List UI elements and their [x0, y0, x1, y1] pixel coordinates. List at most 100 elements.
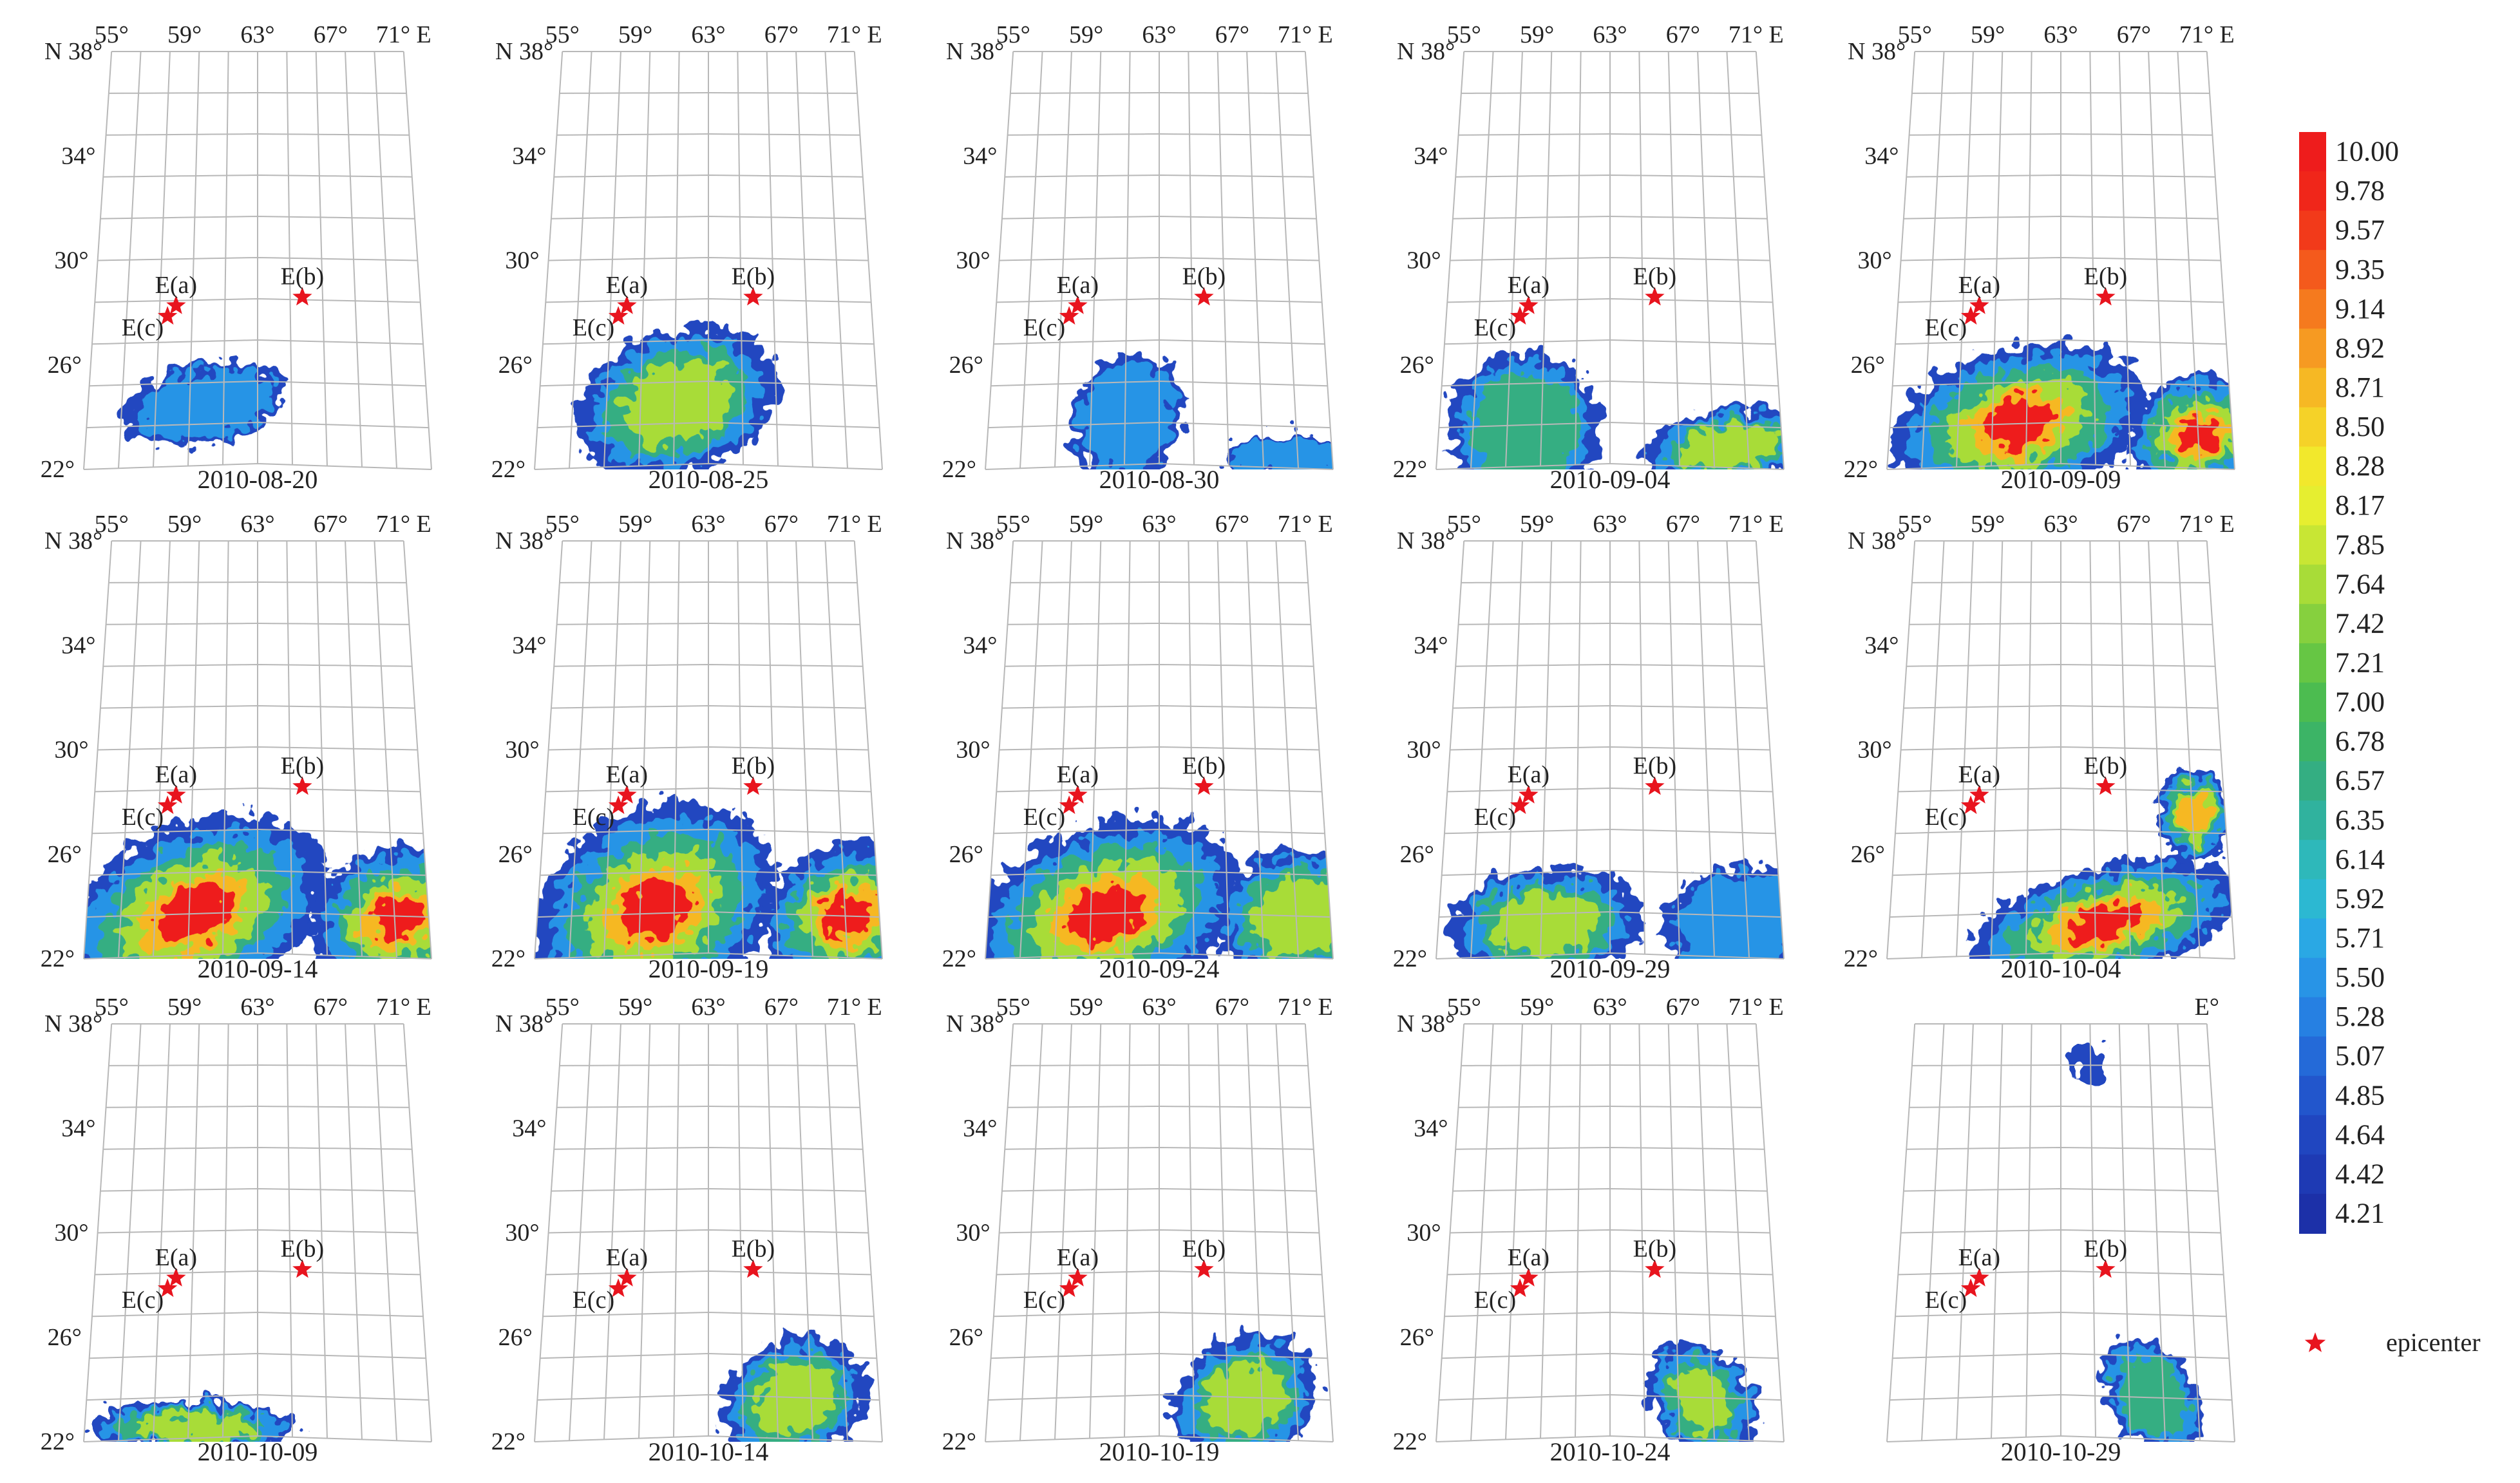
- epicenter-star-icon: [1510, 795, 1530, 815]
- epicenter-label: E(a): [1057, 272, 1099, 299]
- epicenter-star-icon: [157, 795, 178, 815]
- longitude-tick-label: 63°: [240, 994, 274, 1021]
- latitude-tick-label: 30°: [956, 1220, 990, 1247]
- colorbar-swatch: [2299, 250, 2326, 290]
- longitude-tick-label: 59°: [1971, 511, 2005, 538]
- longitude-tick-label: 71° E: [1729, 511, 1784, 538]
- epicenter-star-icon: [157, 306, 178, 325]
- epicenter-label: E(c): [1023, 1287, 1065, 1314]
- colorbar-tick-label: 8.92: [2335, 332, 2385, 364]
- map-panel: 55° 59° 63° 67° 71° E N 38° 34° 30° 26° 22° E(a) E(…: [491, 21, 883, 494]
- longitude-tick-label: 71° E: [1278, 21, 1333, 48]
- latitude-tick-label: 22°: [942, 456, 976, 483]
- longitude-tick-label: 67°: [314, 511, 348, 538]
- epicenter-label: E(a): [1057, 761, 1099, 788]
- longitude-tick-label: 71° E: [1278, 994, 1333, 1021]
- epicenter-legend-star-icon: [2304, 1332, 2326, 1352]
- latitude-tick-label: N 38°: [1397, 527, 1455, 554]
- longitude-tick-label: 71° E: [376, 21, 431, 48]
- colorbar-swatch: [2299, 800, 2326, 841]
- epicenter-star-icon: [166, 784, 186, 804]
- colorbar-swatch: [2299, 958, 2326, 998]
- epicenter-label: E(c): [1925, 314, 1967, 341]
- latitude-tick-label: 22°: [41, 945, 75, 972]
- colorbar-tick-label: 6.78: [2335, 726, 2385, 757]
- colorbar-tick-label: 4.85: [2335, 1079, 2385, 1111]
- latitude-tick-label: 30°: [956, 247, 990, 274]
- longitude-tick-label: 59°: [167, 511, 202, 538]
- latitude-tick-label: N 38°: [946, 1010, 1004, 1037]
- colorbar-swatch: [2299, 486, 2326, 526]
- latitude-tick-label: 34°: [963, 632, 997, 659]
- epicenter-star-icon: [292, 287, 312, 306]
- anomaly-layer: [1966, 768, 2235, 959]
- epicenter-star-icon: [292, 776, 312, 795]
- longitude-tick-label: 63°: [240, 511, 274, 538]
- epicenter-label: E(a): [606, 761, 648, 788]
- latitude-tick-label: 34°: [1864, 632, 1899, 659]
- epicenter-star-icon: [743, 1259, 763, 1278]
- longitude-tick-label: 63°: [1142, 511, 1176, 538]
- panel-date-label: 2010-10-14: [649, 1437, 769, 1466]
- anomaly-layer: [1890, 341, 2235, 469]
- map-panel: 55° 59° 63° 67° 71° E N 38° 34° 30° 26° 22° E(a) E(…: [1393, 511, 1785, 983]
- longitude-tick-label: 71° E: [1278, 511, 1333, 538]
- epicenter-label: E(a): [1508, 761, 1549, 788]
- latitude-tick-label: 34°: [963, 142, 997, 169]
- longitude-tick-label: 71° E: [2179, 511, 2235, 538]
- colorbar-tick-label: 4.64: [2335, 1119, 2385, 1150]
- epicenter-label: E(c): [1023, 804, 1065, 831]
- longitude-tick-label: 71° E: [1729, 21, 1784, 48]
- anomaly-layer: [1648, 1341, 1756, 1442]
- longitude-tick-label: 63°: [1142, 994, 1176, 1021]
- map-panel: 55° 59° 63° 67° 71° E N 38° 34° 30° 26° 22° E(a) E(…: [1844, 21, 2235, 494]
- colorbar-swatch: [2299, 1154, 2326, 1195]
- longitude-tick-label: 59°: [618, 994, 652, 1021]
- longitude-tick-label: 67°: [764, 511, 799, 538]
- epicenter-star-icon: [1960, 306, 1981, 325]
- colorbar-tick-label: 9.14: [2335, 293, 2385, 325]
- colorbar-swatch: [2299, 1036, 2326, 1077]
- latitude-tick-label: 30°: [1407, 1220, 1441, 1247]
- epicenter-star-icon: [1960, 795, 1981, 815]
- longitude-tick-label: 67°: [1666, 994, 1700, 1021]
- epicenter-star-icon: [157, 1278, 178, 1298]
- longitude-tick-label: 67°: [764, 994, 799, 1021]
- epicenter-star-icon: [1068, 1267, 1088, 1287]
- epicenter-label: E(c): [1925, 1287, 1967, 1314]
- colorbar-swatch: [2299, 918, 2326, 959]
- epicenter-label: E(a): [606, 272, 648, 299]
- longitude-tick-label: 67°: [314, 21, 348, 48]
- latitude-tick-label: 30°: [54, 737, 88, 764]
- longitude-tick-label: 71° E: [1729, 994, 1784, 1021]
- epicenter-label: E(a): [155, 272, 197, 299]
- colorbar-tick-label: 9.57: [2335, 214, 2385, 246]
- latitude-tick-label: 30°: [1407, 737, 1441, 764]
- anomaly-blob: [1648, 1341, 1756, 1442]
- anomaly-blob: [1663, 866, 1784, 959]
- graticule: [534, 1023, 883, 1442]
- colorbar-tick-label: 5.50: [2335, 961, 2385, 993]
- longitude-tick-label: 63°: [1142, 21, 1176, 48]
- epicenter-star-icon: [1645, 776, 1665, 795]
- epicenter-label: E(b): [1633, 263, 1677, 290]
- colorbar-swatch: [2299, 840, 2326, 880]
- epicenter-label: E(b): [2084, 752, 2128, 779]
- longitude-tick-label: 67°: [2117, 511, 2151, 538]
- map-panel: 55° 59° 63° 67° 71° E N 38° 34° 30° 26° 22° E(a) E(…: [491, 994, 883, 1466]
- latitude-tick-label: N 38°: [946, 527, 1004, 554]
- colorbar-swatch: [2299, 211, 2326, 251]
- colorbar-tick-label: 8.17: [2335, 489, 2385, 521]
- longitude-tick-label: 63°: [2043, 511, 2078, 538]
- latitude-tick-label: 34°: [61, 142, 95, 169]
- colorbar-swatch: [2299, 328, 2326, 369]
- epicenter-label: E(b): [281, 263, 325, 290]
- latitude-tick-label: 30°: [1407, 247, 1441, 274]
- longitude-tick-label: 55°: [1447, 511, 1481, 538]
- latitude-tick-label: 22°: [1393, 1428, 1427, 1455]
- map-panel: 55° 59° 63° 67° 71° E N 38° 34° 30° 26° 22° E(a) E(…: [1393, 21, 1785, 494]
- epicenter-star-icon: [617, 784, 637, 804]
- colorbar-swatch: [2299, 525, 2326, 565]
- graticule: [985, 540, 1334, 959]
- graticule: [83, 1023, 432, 1442]
